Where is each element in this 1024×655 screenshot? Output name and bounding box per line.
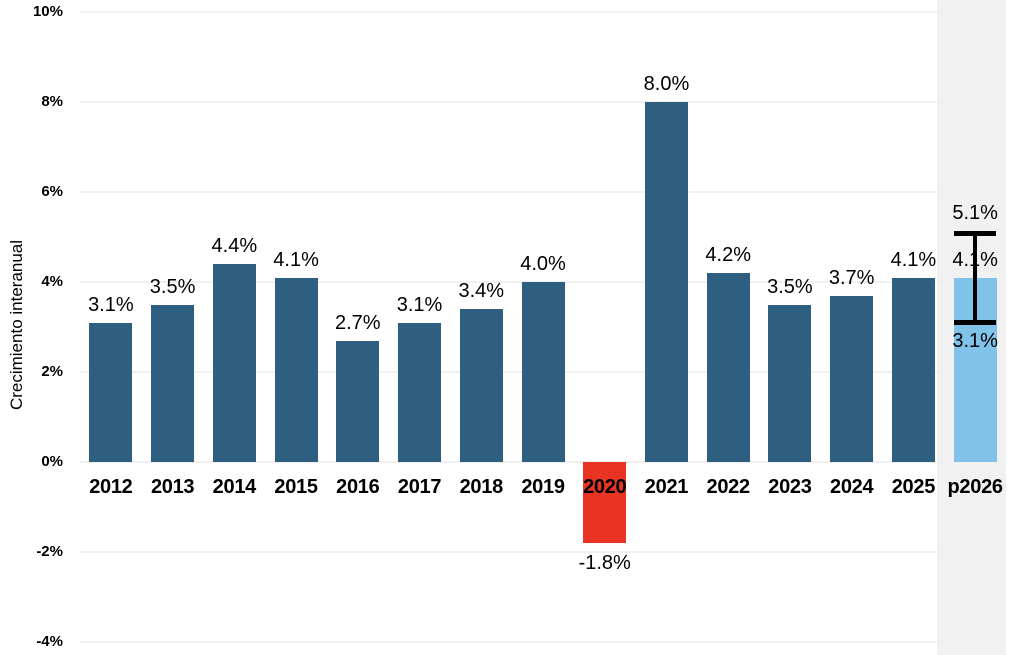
- bar-2022: [706, 273, 750, 462]
- bar-2013: [151, 304, 195, 462]
- bar-value-label: 4.0%: [520, 253, 566, 275]
- error-bar-cap-bottom: [954, 319, 997, 325]
- bar-2015: [274, 277, 318, 462]
- y-tick-label: 0%: [41, 453, 63, 470]
- x-axis-label-2018: 2018: [459, 476, 504, 498]
- x-axis-label-2012: 2012: [89, 476, 133, 498]
- y-tick-label: -4%: [36, 633, 63, 650]
- bar-2024: [830, 295, 874, 462]
- bar-2025: [891, 277, 935, 462]
- x-axis-label-2017: 2017: [397, 476, 442, 498]
- bar-value-label: 8.0%: [643, 73, 690, 95]
- bar-value-label: -1.8%: [578, 552, 631, 574]
- bar-value-label: 3.1%: [88, 293, 134, 316]
- x-axis-label-2025: 2025: [891, 476, 936, 498]
- x-axis-label-2023: 2023: [768, 476, 812, 498]
- bar-value-label: 4.1%: [273, 248, 319, 271]
- x-axis-label-2019: 2019: [521, 476, 565, 498]
- gridline: [80, 101, 1006, 103]
- y-tick-label: -2%: [36, 543, 63, 560]
- bar-value-label: 3.1%: [396, 293, 443, 316]
- x-axis-label-2021: 2021: [644, 476, 689, 498]
- x-axis-label-2015: 2015: [274, 476, 318, 498]
- error-bar-line: [973, 232, 978, 323]
- x-axis-label-p2026: p2026: [947, 476, 1004, 498]
- bar-2014: [212, 264, 256, 462]
- y-axis-title: Crecimiento interanual: [7, 239, 26, 411]
- bar-2018: [459, 309, 503, 462]
- x-axis-label-2020: 2020: [583, 476, 627, 498]
- y-tick-label: 10%: [32, 3, 63, 20]
- gridline: [80, 551, 1006, 553]
- y-tick-label: 8%: [41, 93, 63, 110]
- bar-value-label: 3.7%: [828, 266, 875, 289]
- bar-value-label: 4.4%: [211, 235, 258, 257]
- bar-2020: [583, 462, 627, 543]
- bar-2017: [398, 322, 442, 462]
- bar-value-label: 3.5%: [149, 275, 196, 298]
- bar-value-label: 2.7%: [335, 311, 381, 334]
- bar-value-label: 4.2%: [705, 244, 751, 266]
- x-axis-label-2024: 2024: [830, 476, 874, 498]
- bar-value-label: 3.4%: [458, 280, 505, 302]
- x-axis-label-2013: 2013: [150, 476, 195, 498]
- gridline: [80, 11, 1006, 13]
- bar-value-label: 3.5%: [767, 275, 813, 298]
- bar-2016: [336, 340, 380, 462]
- y-tick-label: 6%: [41, 183, 63, 200]
- bar-2019: [521, 282, 565, 462]
- x-axis-label-2016: 2016: [336, 476, 380, 498]
- error-bar-cap-top: [954, 230, 997, 236]
- gridline: [80, 461, 1006, 463]
- forecast-lower-label: 3.1%: [952, 329, 998, 352]
- x-axis-label-2022: 2022: [706, 476, 751, 498]
- forecast-upper-label: 5.1%: [952, 201, 998, 224]
- x-axis-label-2014: 2014: [212, 476, 257, 498]
- bar-2012: [89, 322, 133, 462]
- bar-2021: [644, 102, 688, 462]
- bar-value-label: 4.1%: [890, 248, 937, 271]
- y-tick-label: 2%: [41, 363, 63, 380]
- gridline: [80, 641, 1006, 643]
- gridline: [80, 191, 1006, 193]
- bar-2023: [768, 304, 812, 462]
- y-tick-label: 4%: [41, 273, 63, 290]
